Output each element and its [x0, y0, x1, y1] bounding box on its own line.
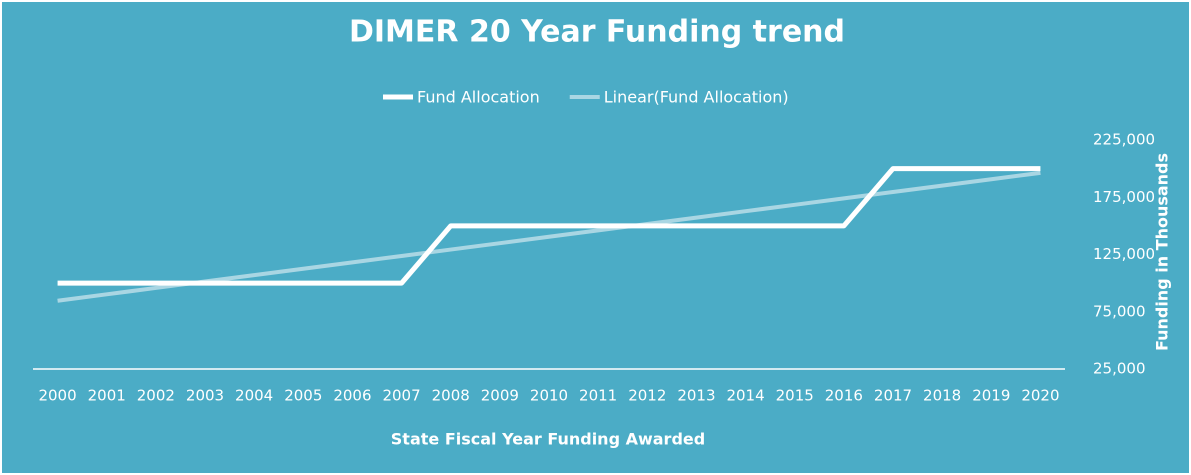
x-axis-title: State Fiscal Year Funding Awarded	[391, 430, 705, 449]
x-tick-label: 2000	[38, 387, 76, 405]
x-tick-label: 2019	[972, 387, 1010, 405]
series-line	[57, 166, 1041, 286]
x-tick-label: 2003	[186, 387, 224, 405]
x-tick-label: 2020	[1021, 387, 1059, 405]
chart-title: DIMER 20 Year Funding trend	[349, 15, 845, 50]
series-line	[57, 170, 1041, 303]
legend-label: Fund Allocation	[417, 88, 540, 107]
x-tick-label: 2004	[235, 387, 273, 405]
y-tick-label: 25,000	[1093, 360, 1146, 378]
y-tick-label: 225,000	[1093, 131, 1155, 149]
legend-label: Linear(Fund Allocation)	[604, 88, 789, 107]
x-tick-label: 2009	[481, 387, 519, 405]
x-tick-label: 2008	[432, 387, 470, 405]
x-tick-label: 2014	[726, 387, 764, 405]
x-tick-label: 2010	[530, 387, 568, 405]
y-tick-label: 175,000	[1093, 188, 1155, 206]
x-tick-label: 2006	[333, 387, 371, 405]
x-tick-label: 2002	[137, 387, 175, 405]
x-tick-label: 2017	[874, 387, 912, 405]
x-tick-label: 2018	[923, 387, 961, 405]
y-tick-label: 75,000	[1093, 302, 1146, 320]
x-tick-label: 2012	[628, 387, 666, 405]
x-tick-label: 2015	[776, 387, 814, 405]
x-tick-label: 2005	[284, 387, 322, 405]
x-tick-label: 2016	[825, 387, 863, 405]
x-tick-label: 2011	[579, 387, 617, 405]
x-tick-label: 2001	[88, 387, 126, 405]
x-tick-label: 2013	[677, 387, 715, 405]
y-tick-label: 125,000	[1093, 245, 1155, 263]
x-tick-label: 2007	[382, 387, 420, 405]
y-axis-title: Funding in Thousands	[1153, 153, 1172, 351]
